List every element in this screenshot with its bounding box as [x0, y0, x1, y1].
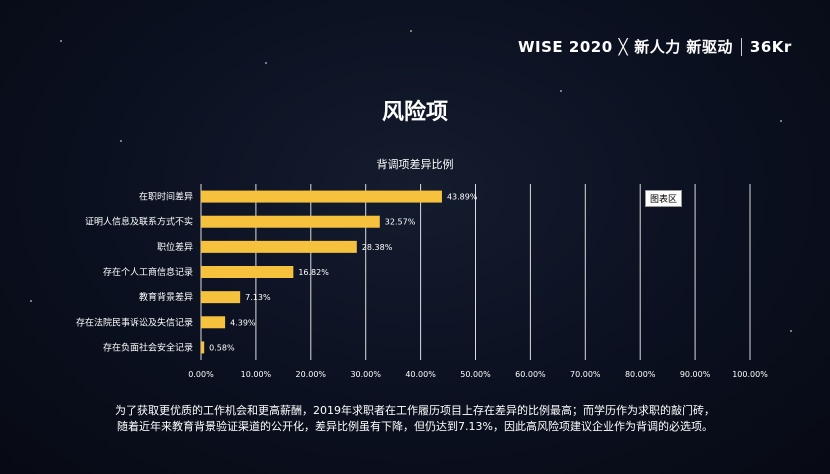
- bar: [201, 291, 241, 304]
- value-label: 0.58%: [209, 343, 235, 352]
- caption-line: 为了获取更优质的工作机会和更高薪酬，2019年求职者在工作履历项目上存在差异的比…: [115, 404, 715, 417]
- star-decoration: [790, 330, 792, 332]
- bar: [201, 266, 294, 278]
- star-decoration: [30, 300, 32, 302]
- bar: [201, 316, 226, 329]
- bar: [201, 190, 442, 203]
- x-tick-label: 90.00%: [680, 370, 711, 379]
- legend-chart-area: 图表区: [645, 190, 683, 207]
- cross-icon: ╳: [618, 37, 629, 56]
- category-label: 存在法院民事诉讼及失信记录: [76, 316, 193, 328]
- logo-36kr: 36Kr: [749, 37, 792, 56]
- category-label: 证明人信息及联系方式不实: [85, 216, 193, 228]
- category-label: 在职时间差异: [139, 191, 193, 203]
- chart-title: 背调项差异比例: [376, 158, 454, 171]
- header-brand: WISE 2020 ╳ 新人力 新驱动 36Kr: [518, 36, 792, 57]
- star-decoration: [780, 120, 782, 122]
- star-decoration: [120, 140, 122, 142]
- x-tick-label: 20.00%: [296, 370, 327, 379]
- x-tick-label: 100.00%: [732, 370, 768, 379]
- page-title: 风险项: [381, 100, 448, 125]
- star-decoration: [60, 40, 62, 42]
- event-name: WISE 2020: [518, 37, 613, 56]
- x-tick-label: 10.00%: [241, 370, 272, 379]
- value-label: 16.82%: [298, 268, 329, 277]
- category-label: 存在负面社会安全记录: [103, 341, 193, 353]
- x-tick-label: 60.00%: [515, 370, 546, 379]
- header-divider: [740, 37, 742, 56]
- category-label: 存在个人工商信息记录: [103, 266, 193, 278]
- x-tick-label: 80.00%: [625, 370, 656, 379]
- value-label: 28.38%: [362, 243, 393, 252]
- event-slogan: 新人力 新驱动: [634, 38, 733, 56]
- x-tick-label: 70.00%: [570, 370, 601, 379]
- bar: [201, 240, 357, 253]
- category-label: 职位差异: [157, 241, 193, 253]
- category-label: 教育背景差异: [139, 291, 193, 303]
- value-label: 32.57%: [385, 218, 416, 227]
- bar: [201, 215, 380, 228]
- x-tick-label: 0.00%: [188, 370, 214, 379]
- caption: 为了获取更优质的工作机会和更高薪酬，2019年求职者在工作履历项目上存在差异的比…: [0, 403, 830, 435]
- x-tick-label: 50.00%: [460, 370, 491, 379]
- caption-line: 随着近年来教育背景验证渠道的公开化，差异比例虽有下降，但仍达到7.13%，因此高…: [117, 420, 713, 433]
- star-decoration: [265, 62, 267, 64]
- star-decoration: [560, 90, 562, 92]
- bar: [201, 341, 205, 354]
- value-label: 43.89%: [447, 193, 478, 202]
- x-tick-label: 40.00%: [405, 370, 436, 379]
- star-decoration: [410, 30, 412, 32]
- value-label: 7.13%: [245, 293, 271, 302]
- value-label: 4.39%: [230, 318, 256, 327]
- x-tick-label: 30.00%: [350, 370, 381, 379]
